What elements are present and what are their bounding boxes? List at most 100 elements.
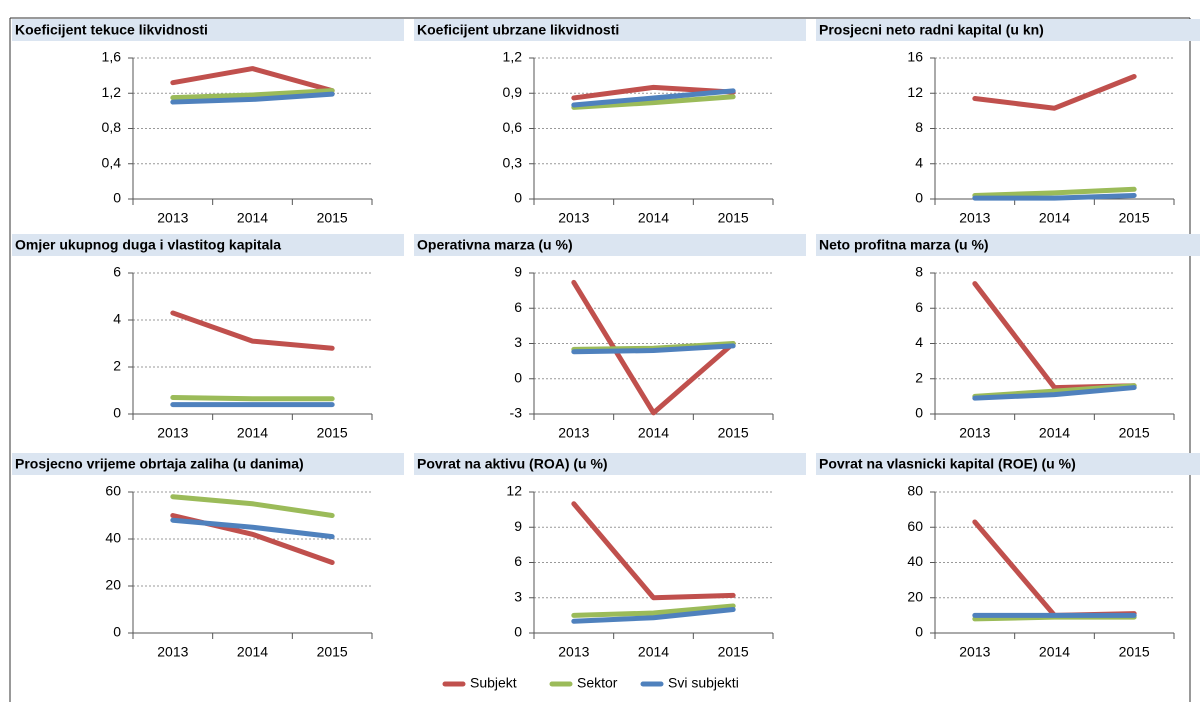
x-tick-label: 2014: [638, 644, 669, 660]
x-tick-label: 2013: [157, 210, 188, 226]
y-tick-label: 8: [915, 264, 923, 280]
x-tick-label: 2014: [1039, 644, 1070, 660]
chart-header: [816, 234, 1200, 256]
chart-title: Povrat na vlasnicki kapital (ROE) (u %): [819, 456, 1076, 472]
series-line: [571, 84, 736, 101]
y-tick-label: 0: [514, 624, 522, 640]
y-tick-label: 3: [514, 334, 522, 350]
chart-header: [414, 234, 806, 256]
x-tick-label: 2014: [638, 425, 669, 441]
x-tick-label: 2015: [317, 425, 348, 441]
chart-title: Prosjecno vrijeme obrtaja zaliha (u dani…: [15, 456, 304, 472]
legend-label: Sektor: [577, 675, 618, 691]
y-tick-label: 9: [514, 264, 522, 280]
series-line: [972, 385, 1137, 401]
chart-header: [12, 234, 404, 256]
series-line: [571, 94, 736, 110]
chart-title: Omjer ukupnog duga i vlastitog kapitala: [15, 237, 281, 253]
chart-header: [12, 19, 404, 41]
series-line: [170, 88, 335, 101]
series-line: [571, 607, 736, 624]
chart-title: Operativna marza (u %): [417, 237, 573, 253]
y-tick-label: 12: [907, 84, 923, 100]
series-line: [972, 192, 1137, 201]
x-tick-label: 2014: [237, 425, 268, 441]
y-tick-label: 0,8: [102, 119, 122, 135]
x-tick-label: 2014: [237, 644, 268, 660]
x-tick-label: 2015: [718, 425, 749, 441]
legend-label: Svi subjekti: [668, 675, 739, 691]
series-line: [972, 74, 1137, 111]
chart-title: Prosjecni neto radni kapital (u kn): [819, 22, 1044, 38]
y-tick-label: 2: [915, 369, 923, 385]
y-tick-label: 2: [113, 358, 121, 374]
chart-header: [414, 453, 806, 475]
y-tick-label: 6: [514, 299, 522, 315]
series-line: [571, 603, 736, 618]
chart-title: Povrat na aktivu (ROA) (u %): [417, 456, 608, 472]
y-tick-label: 0,3: [503, 154, 523, 170]
chart-title: Neto profitna marza (u %): [819, 237, 989, 253]
series-line: [170, 395, 335, 402]
x-tick-label: 2013: [959, 210, 990, 226]
y-tick-label: 0: [514, 190, 522, 206]
y-tick-label: 6: [915, 299, 923, 315]
x-tick-label: 2013: [959, 425, 990, 441]
y-tick-label: 1,2: [102, 84, 122, 100]
x-tick-label: 2013: [157, 644, 188, 660]
x-tick-label: 2015: [1119, 425, 1150, 441]
series-line: [170, 494, 335, 518]
y-tick-label: 0,6: [503, 119, 523, 135]
y-tick-label: 0: [113, 405, 121, 421]
x-tick-label: 2015: [317, 644, 348, 660]
series-line: [972, 186, 1137, 198]
series-line: [571, 501, 736, 601]
series-line: [571, 88, 736, 108]
series-line: [571, 279, 736, 416]
x-tick-label: 2014: [638, 210, 669, 226]
series-line: [571, 343, 736, 355]
y-tick-label: 0: [113, 624, 121, 640]
x-tick-label: 2015: [1119, 210, 1150, 226]
y-tick-label: 12: [506, 483, 522, 499]
chart-header: [414, 19, 806, 41]
y-tick-label: 0: [514, 369, 522, 385]
series-line: [170, 517, 335, 540]
chart-title: Koeficijent tekuce likvidnosti: [15, 22, 208, 38]
y-tick-label: 16: [907, 49, 923, 65]
y-tick-label: 8: [915, 119, 923, 135]
series-line: [170, 66, 335, 94]
x-tick-label: 2015: [718, 210, 749, 226]
x-tick-label: 2014: [1039, 425, 1070, 441]
series-line: [972, 519, 1137, 618]
chart-header: [12, 453, 404, 475]
y-tick-label: 4: [915, 334, 923, 350]
y-tick-label: 4: [113, 311, 121, 327]
series-line: [170, 91, 335, 105]
y-tick-label: 1,6: [102, 49, 122, 65]
y-tick-label: 0: [915, 190, 923, 206]
x-tick-label: 2014: [1039, 210, 1070, 226]
y-tick-label: 6: [514, 553, 522, 569]
legend-label: Subjekt: [470, 675, 517, 691]
x-tick-label: 2013: [959, 644, 990, 660]
y-tick-label: 4: [915, 154, 923, 170]
x-tick-label: 2015: [718, 644, 749, 660]
series-line: [972, 281, 1137, 391]
y-tick-label: 60: [907, 518, 923, 534]
y-tick-label: -3: [510, 405, 523, 421]
x-tick-label: 2014: [237, 210, 268, 226]
y-tick-label: 0: [113, 190, 121, 206]
y-tick-label: 3: [514, 588, 522, 604]
y-tick-label: 20: [907, 588, 923, 604]
y-tick-label: 0: [915, 405, 923, 421]
x-tick-label: 2013: [157, 425, 188, 441]
x-tick-label: 2015: [1119, 644, 1150, 660]
y-tick-label: 40: [105, 530, 121, 546]
chart-header: [816, 19, 1200, 41]
x-tick-label: 2013: [558, 644, 589, 660]
y-tick-label: 0: [915, 624, 923, 640]
y-tick-label: 6: [113, 264, 121, 280]
x-tick-label: 2013: [558, 425, 589, 441]
